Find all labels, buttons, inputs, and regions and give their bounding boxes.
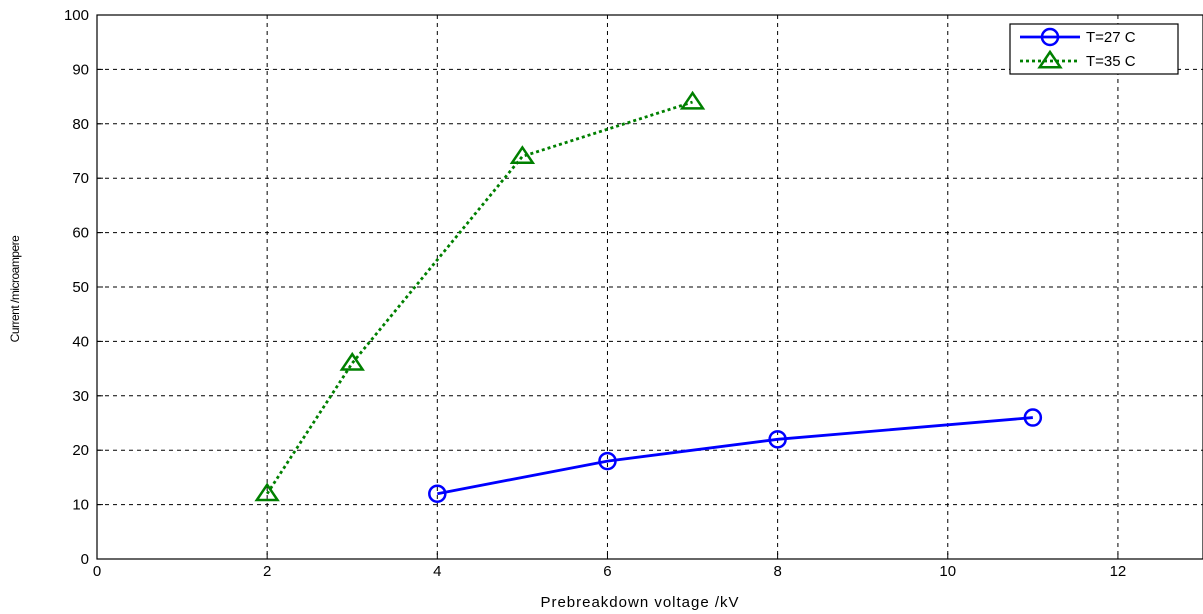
legend-marker [1040, 27, 1060, 47]
y-tick-label: 0 [81, 551, 89, 568]
x-tick-label: 12 [1110, 563, 1127, 580]
series-1 [428, 408, 1043, 503]
data-point [1023, 408, 1043, 427]
legend-entry-1: T=27 C [1020, 27, 1136, 47]
series-line [265, 100, 693, 495]
legend-label: T=27 C [1086, 29, 1136, 46]
data-point [509, 145, 536, 164]
y-axis-label: Current /microampere [8, 235, 22, 343]
data-point [768, 430, 787, 449]
y-tick-label: 60 [72, 225, 89, 242]
y-tick-label: 90 [72, 61, 89, 78]
x-tick-label: 2 [263, 563, 271, 580]
y-tick-label: 20 [72, 442, 89, 459]
data-point [679, 90, 706, 110]
legend: T=27 C T=35 C [1009, 23, 1179, 75]
legend-label: T=35 C [1086, 53, 1136, 70]
data-point [598, 451, 617, 471]
y-tick-label: 70 [72, 170, 89, 187]
y-tick-label: 80 [72, 116, 89, 133]
legend-box [1009, 23, 1179, 75]
y-tick-label: 40 [72, 333, 89, 350]
grid-lines [97, 15, 1203, 559]
x-tick-label: 10 [939, 563, 956, 580]
data-point [339, 351, 365, 371]
data-point [254, 482, 280, 502]
legend-marker [1037, 49, 1063, 69]
series-layer [254, 90, 1043, 503]
y-tick-label: 10 [72, 497, 89, 514]
x-tick-label: 0 [93, 563, 101, 580]
data-point [428, 484, 447, 503]
x-tick-label: 4 [433, 563, 441, 580]
y-tick-label: 100 [64, 7, 89, 24]
x-tick-label: 8 [773, 563, 781, 580]
series-2 [254, 90, 706, 502]
legend-entry-2: T=35 C [1020, 49, 1136, 70]
y-tick-label: 30 [72, 388, 89, 405]
series-line [437, 416, 1033, 496]
x-axis-label: Prebreakdown voltage /kV [540, 594, 739, 611]
axis-ticks: 0 2 4 6 8 10 12 0 10 20 30 40 50 60 70 80 90 100 [64, 7, 1126, 580]
y-tick-label: 50 [72, 279, 89, 296]
x-tick-label: 6 [603, 563, 611, 580]
